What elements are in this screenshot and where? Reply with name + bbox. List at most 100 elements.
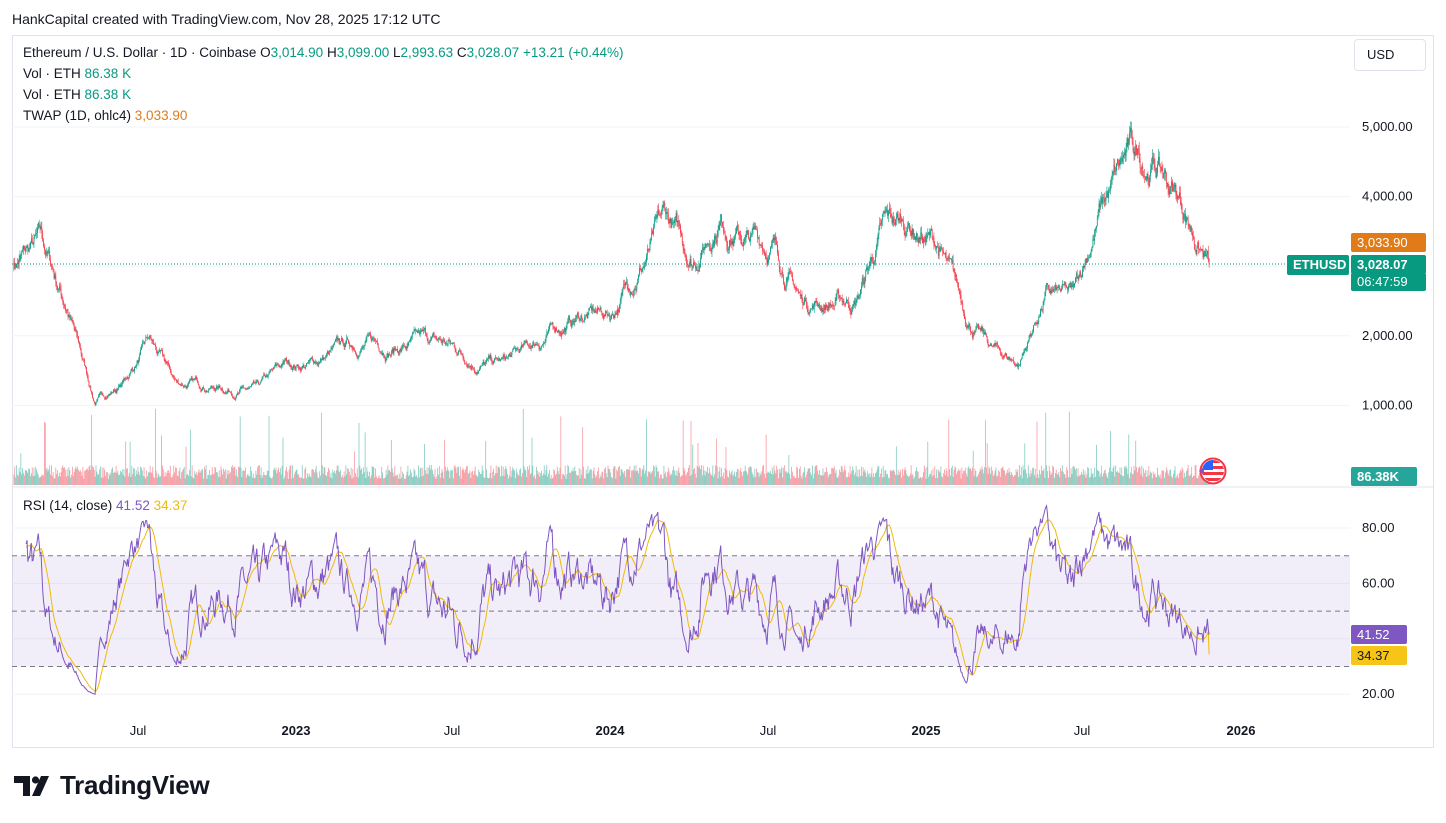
volume-bar xyxy=(1087,467,1089,485)
candle-body xyxy=(779,267,781,275)
candle-body xyxy=(775,236,777,241)
volume-bar xyxy=(978,471,980,485)
volume-bar xyxy=(718,471,720,485)
volume-bar xyxy=(941,476,943,485)
volume-bar xyxy=(343,471,345,485)
volume-bar xyxy=(182,470,183,485)
candle-body xyxy=(805,301,807,307)
candle-body xyxy=(711,246,713,252)
volume-bar xyxy=(1128,434,1130,485)
candle-body xyxy=(894,222,895,225)
candle-body xyxy=(606,311,608,316)
candle-body xyxy=(406,345,408,350)
candle-body xyxy=(707,243,709,245)
volume-bar xyxy=(162,469,164,485)
volume-bar xyxy=(1046,465,1048,485)
candle-body xyxy=(374,339,376,341)
volume-bar xyxy=(464,472,466,485)
candle-body xyxy=(518,349,520,353)
volume-bar xyxy=(1130,472,1131,485)
candle-body xyxy=(221,389,223,390)
candle-body xyxy=(120,384,122,386)
volume-bar xyxy=(342,477,344,485)
candle-body xyxy=(841,297,843,303)
volume-bar xyxy=(432,474,434,485)
candle-body xyxy=(960,294,962,303)
rsi-tag: 41.52 xyxy=(1351,625,1407,644)
candle-body xyxy=(553,326,555,329)
legend-symbol[interactable]: Ethereum / U.S. Dollar · 1D · Coinbase xyxy=(23,45,257,60)
volume-bar xyxy=(416,475,418,485)
volume-bar xyxy=(777,469,778,485)
volume-bar xyxy=(1082,468,1084,485)
volume-bar xyxy=(197,471,199,485)
candle-body xyxy=(477,372,479,374)
volume-bar xyxy=(297,474,299,485)
volume-bar xyxy=(290,465,292,485)
volume-bar xyxy=(743,471,745,485)
legend-vol-1[interactable]: Vol · ETH 86.38 K xyxy=(23,66,131,81)
legend-vol-2[interactable]: Vol · ETH 86.38 K xyxy=(23,87,131,102)
volume-bar xyxy=(168,473,170,485)
volume-bar xyxy=(479,471,480,485)
us-flag-icon[interactable] xyxy=(1199,457,1227,485)
candle-body xyxy=(354,349,356,351)
volume-bar xyxy=(452,478,454,485)
candle-body xyxy=(480,365,482,367)
candle-body xyxy=(846,299,847,304)
time-axis-label: Jul xyxy=(130,723,147,738)
candle-body xyxy=(344,343,346,348)
candle-body xyxy=(752,226,754,231)
volume-bar xyxy=(957,471,958,485)
candle-body xyxy=(1051,289,1053,291)
volume-bar xyxy=(86,468,88,485)
legend-twap[interactable]: TWAP (1D, ohlc4) 3,033.90 xyxy=(23,108,187,123)
candle-body xyxy=(306,363,307,367)
volume-bar xyxy=(410,469,411,485)
volume-bar xyxy=(198,469,200,485)
candle-body xyxy=(985,332,986,335)
volume-bar xyxy=(30,476,31,485)
candle-body xyxy=(469,366,471,368)
volume-bar xyxy=(110,472,112,485)
candle-body xyxy=(1102,197,1103,204)
candle-body xyxy=(610,319,612,321)
candle-body xyxy=(496,357,498,360)
volume-bar xyxy=(315,465,317,485)
currency-button[interactable]: USD xyxy=(1354,39,1426,71)
volume-bar xyxy=(740,467,742,485)
candle-body xyxy=(832,304,833,307)
volume-bar xyxy=(1065,477,1067,485)
volume-bar xyxy=(1027,465,1029,485)
candle-body xyxy=(310,357,312,360)
candle-body xyxy=(396,348,397,350)
volume-bar xyxy=(223,468,224,485)
candle-body xyxy=(487,356,489,360)
tradingview-logo[interactable]: TradingView xyxy=(14,770,210,801)
volume-bar xyxy=(887,473,888,485)
volume-bar xyxy=(683,467,685,485)
candle-body xyxy=(629,291,631,295)
volume-bar xyxy=(934,466,936,485)
volume-bar xyxy=(909,475,910,485)
legend-rsi[interactable]: RSI (14, close) 41.52 34.37 xyxy=(23,498,187,513)
candle-body xyxy=(984,332,985,335)
volume-bar xyxy=(347,468,349,485)
volume-bar xyxy=(391,468,393,485)
volume-bar xyxy=(588,473,590,485)
volume-bar xyxy=(696,465,698,485)
volume-bar xyxy=(1056,473,1058,485)
volume-bar xyxy=(1109,467,1110,485)
volume-bar xyxy=(1146,470,1148,485)
volume-bar xyxy=(930,470,932,485)
candle-body xyxy=(1191,227,1193,233)
volume-bar xyxy=(411,472,412,485)
candle-body xyxy=(465,363,466,365)
volume-bar xyxy=(657,472,659,485)
candle-body xyxy=(826,304,827,308)
candle-body xyxy=(957,283,959,289)
candle-body xyxy=(409,341,411,343)
volume-bar xyxy=(808,468,810,485)
volume-bar xyxy=(983,473,985,485)
